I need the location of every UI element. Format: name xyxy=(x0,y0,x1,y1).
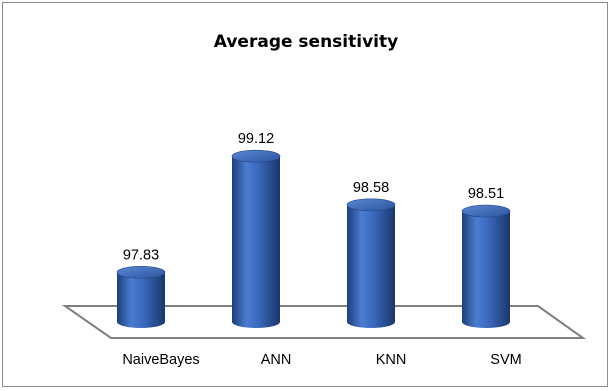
bar-body xyxy=(347,204,395,328)
data-label-ann: 99.12 xyxy=(238,131,274,147)
bar-naivebayes xyxy=(116,265,166,328)
tick-label-svm: SVM xyxy=(490,352,521,368)
tick-label-naivebayes: NaiveBayes xyxy=(122,352,199,368)
bars-group xyxy=(116,149,511,328)
data-label-knn: 98.58 xyxy=(353,180,389,196)
bar-ann xyxy=(231,149,281,328)
bar-top-cap xyxy=(461,204,511,218)
bar-svm xyxy=(461,204,511,328)
bar-knn xyxy=(346,198,396,328)
tick-label-knn: KNN xyxy=(376,352,407,368)
bar-body xyxy=(462,211,510,328)
bar-top-cap xyxy=(116,265,166,279)
category-labels-group: NaiveBayes ANN KNN SVM xyxy=(122,352,521,368)
value-labels-group: 97.83 99.12 98.58 98.51 xyxy=(123,131,504,263)
bar-top-cap xyxy=(231,149,281,163)
chart-title: Average sensitivity xyxy=(213,32,399,52)
bar-body xyxy=(117,272,165,328)
tick-label-ann: ANN xyxy=(261,352,292,368)
data-label-svm: 98.51 xyxy=(468,186,504,202)
data-label-naivebayes: 97.83 xyxy=(123,247,159,263)
bar-top-cap xyxy=(346,198,396,212)
bar-body xyxy=(232,156,280,328)
